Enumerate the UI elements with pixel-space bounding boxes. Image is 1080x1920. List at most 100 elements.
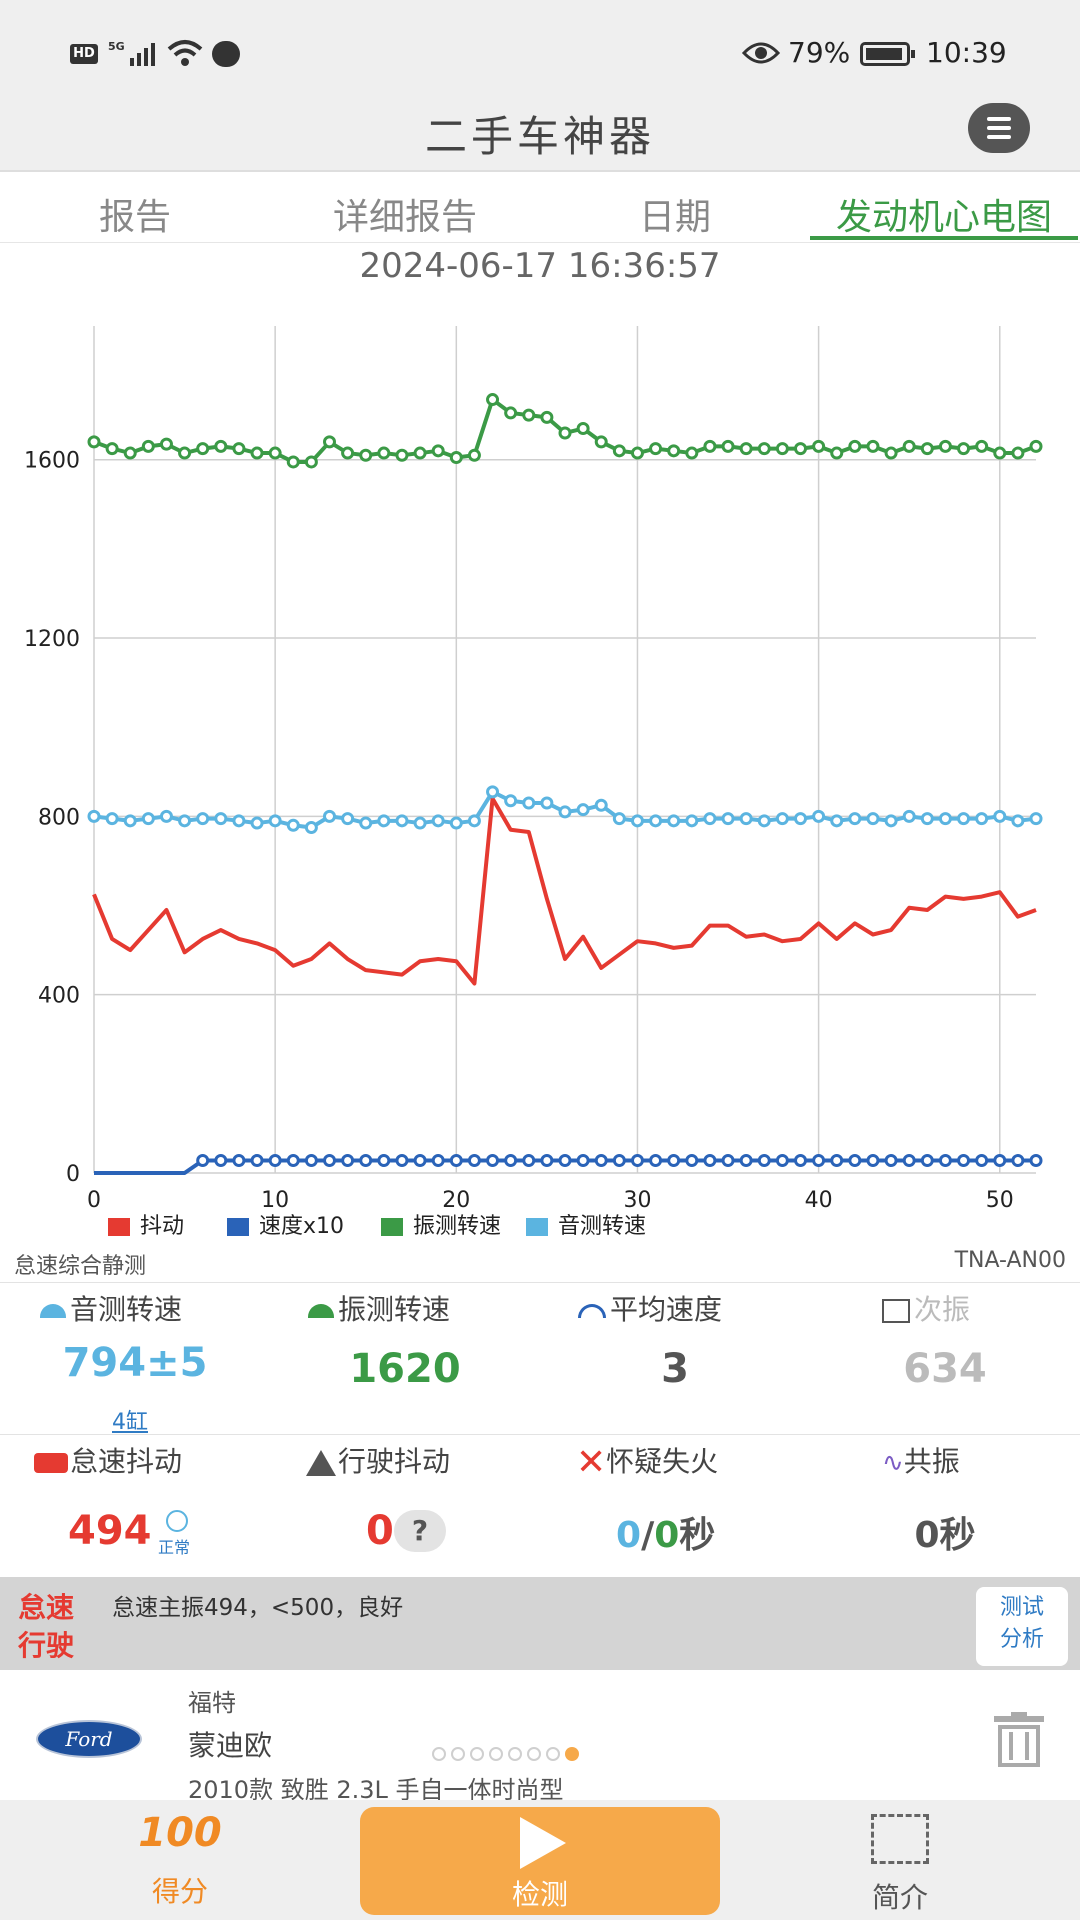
data-point <box>141 812 155 826</box>
data-point <box>558 426 572 440</box>
page-indicator[interactable] <box>432 1746 584 1762</box>
data-point <box>812 439 826 453</box>
data-point <box>558 1154 572 1168</box>
hd-icon: HD <box>70 44 98 64</box>
data-point <box>105 812 119 826</box>
metric-idle-shake: 怠速抖动 494 正常 <box>0 1440 270 1570</box>
data-point <box>268 446 282 460</box>
metric-value: 0 <box>366 1508 394 1554</box>
data-point <box>196 1154 210 1168</box>
metric-misfire: ✕怀疑失火 0/0秒 <box>540 1440 810 1570</box>
data-point <box>214 812 228 826</box>
data-point <box>522 1154 536 1168</box>
metric-average-speed: 平均速度 3 <box>540 1288 810 1433</box>
data-point <box>938 1154 952 1168</box>
device-label: TNA-AN00 <box>954 1248 1066 1273</box>
page-dot[interactable] <box>489 1747 503 1761</box>
data-point <box>721 1154 735 1168</box>
metric-label: 振测转速 <box>338 1293 451 1326</box>
menu-button[interactable] <box>968 103 1030 153</box>
page-dot[interactable] <box>565 1747 579 1761</box>
tab-detailed-report[interactable]: 详细报告 <box>332 197 477 238</box>
scan-icon <box>871 1814 929 1864</box>
page-dot[interactable] <box>451 1747 465 1761</box>
mode-tag-idle[interactable]: 怠速 <box>18 1591 75 1624</box>
data-point <box>993 809 1007 823</box>
legend-label-speed: 速度x10 <box>259 1214 345 1239</box>
normal-badge: 正常 <box>158 1538 191 1557</box>
y-tick-label: 0 <box>66 1162 80 1187</box>
data-point <box>449 816 463 830</box>
data-point <box>1011 814 1025 828</box>
data-point <box>341 1154 355 1168</box>
page-dot[interactable] <box>470 1747 484 1761</box>
mode-tag-drive[interactable]: 行驶 <box>18 1629 75 1662</box>
legend-swatch-shake <box>108 1218 130 1236</box>
x-tick-label: 0 <box>87 1188 101 1213</box>
trash-icon[interactable] <box>994 1712 1044 1770</box>
test-analysis-button[interactable]: 测试 分析 <box>976 1587 1068 1666</box>
data-point <box>866 1154 880 1168</box>
metric-value: 794±5 <box>62 1340 208 1386</box>
data-point <box>757 1154 771 1168</box>
summary-text: 怠速主振494，<500，良好 <box>112 1595 404 1621</box>
data-point <box>1029 1154 1043 1168</box>
gauge-icon <box>40 1304 66 1318</box>
data-point <box>467 814 481 828</box>
data-point <box>250 1154 264 1168</box>
page-dot[interactable] <box>527 1747 541 1761</box>
data-point <box>377 814 391 828</box>
help-button[interactable]: ? <box>394 1510 446 1552</box>
data-point <box>377 446 391 460</box>
data-point <box>957 1154 971 1168</box>
data-point <box>359 1154 373 1168</box>
nav-score[interactable]: 100 得分 <box>100 1806 260 1916</box>
test-timestamp: 2024-06-17 16:36:57 <box>359 246 721 286</box>
metric-sound-rpm: 音测转速 794±5 4缸 <box>0 1288 270 1435</box>
close-icon: ✕ <box>576 1442 607 1483</box>
x-tick-label: 50 <box>986 1188 1014 1213</box>
metric-label: 次振 <box>914 1293 971 1326</box>
y-tick-label: 400 <box>38 984 80 1009</box>
data-point <box>486 1154 500 1168</box>
data-point <box>178 814 192 828</box>
data-point <box>341 446 355 460</box>
tabs-divider <box>0 242 1080 243</box>
data-point <box>703 812 717 826</box>
data-point <box>866 439 880 453</box>
data-point <box>522 408 536 422</box>
data-point <box>920 812 934 826</box>
data-point <box>377 1154 391 1168</box>
page-dot[interactable] <box>508 1747 522 1761</box>
nav-intro[interactable]: 简介 <box>820 1806 980 1916</box>
car-trim: 2010款 致胜 2.3L 手自一体时尚型 <box>188 1776 564 1804</box>
data-point <box>630 1154 644 1168</box>
page-dot[interactable] <box>546 1747 560 1761</box>
data-point <box>884 814 898 828</box>
data-point <box>1029 812 1043 826</box>
tab-date[interactable]: 日期 <box>638 197 711 238</box>
tab-report[interactable]: 报告 <box>98 197 171 238</box>
y-tick-label: 1200 <box>24 627 80 652</box>
data-point <box>703 1154 717 1168</box>
metric-label: 行驶抖动 <box>338 1445 451 1478</box>
data-point <box>268 814 282 828</box>
data-point <box>975 439 989 453</box>
car-model: 蒙迪欧 <box>188 1729 273 1762</box>
tab-engine-ecg[interactable]: 发动机心电图 <box>835 197 1052 238</box>
data-point <box>884 446 898 460</box>
data-point <box>721 812 735 826</box>
data-point <box>196 442 210 456</box>
data-point <box>794 812 807 826</box>
data-point <box>612 812 626 826</box>
detect-button[interactable]: 检测 <box>360 1807 720 1915</box>
page-dot[interactable] <box>432 1747 446 1761</box>
data-point <box>504 406 518 420</box>
engine-warning-icon <box>34 1453 68 1473</box>
legend-label-sound-rpm: 音测转速 <box>558 1214 647 1239</box>
legend-label-shake: 抖动 <box>140 1214 185 1239</box>
data-point <box>232 442 246 456</box>
data-point <box>938 439 952 453</box>
cylinder-link[interactable]: 4缸 <box>112 1410 148 1435</box>
wifi-icon <box>167 40 203 66</box>
